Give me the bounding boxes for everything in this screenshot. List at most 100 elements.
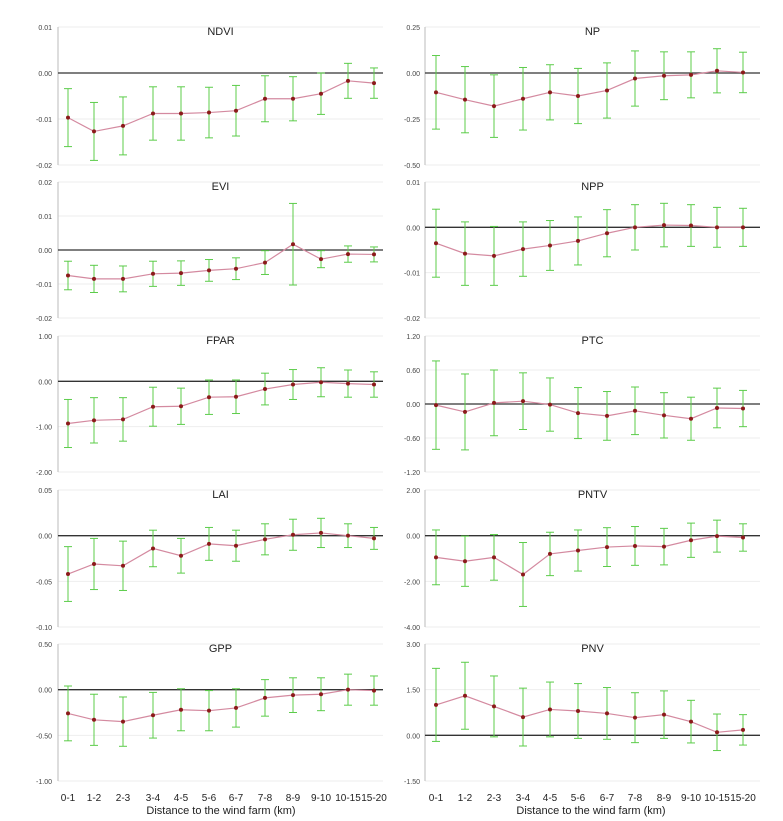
data-point: [492, 400, 496, 405]
data-point: [346, 78, 350, 83]
data-point: [121, 719, 125, 724]
data-point: [741, 70, 745, 75]
data-point: [372, 382, 376, 387]
data-point: [291, 382, 295, 387]
y-tick-label: 1.00: [38, 334, 52, 341]
data-point: [715, 534, 719, 539]
data-point: [463, 97, 467, 102]
data-point: [319, 257, 323, 262]
x-tick-label: 8-9: [657, 793, 672, 804]
y-tick-label: -1.00: [36, 779, 52, 786]
data-point: [92, 717, 96, 722]
data-point: [92, 129, 96, 134]
series-line: [67, 80, 375, 133]
panel-title: PNV: [581, 643, 604, 655]
panels-layer: 0.01 0.00 -0.01 -0.02 NDVI 0.25 0.00 -0.25 -0.50…: [36, 25, 760, 804]
x-tick-label: 9-10: [311, 793, 331, 804]
y-tick-label: 0.00: [38, 379, 52, 386]
data-point: [66, 421, 70, 426]
data-point: [463, 559, 467, 564]
x-tick-label: 7-8: [258, 793, 273, 804]
y-tick-label: 0.50: [38, 642, 52, 649]
y-tick-label: 0.02: [38, 180, 52, 187]
y-tick-label: 2.00: [406, 488, 420, 495]
data-point: [689, 72, 693, 77]
data-point: [434, 403, 438, 408]
data-point: [346, 381, 350, 386]
data-point: [319, 530, 323, 535]
y-tick-label: -4.00: [404, 625, 420, 632]
data-point: [548, 707, 552, 712]
data-point: [151, 111, 155, 116]
x-tick-label: 7-8: [628, 793, 643, 804]
data-point: [492, 555, 496, 560]
data-point: [207, 395, 211, 400]
y-tick-label: 0.01: [38, 214, 52, 221]
y-tick-label: -0.50: [404, 163, 420, 170]
data-point: [715, 68, 719, 73]
y-tick-label: 0.60: [406, 368, 420, 375]
panel-title: EVI: [212, 181, 230, 193]
data-point: [741, 225, 745, 230]
panel-np: 0.25 0.00 -0.25 -0.50 NP: [404, 25, 760, 170]
data-point: [463, 693, 467, 698]
y-tick-label: -0.25: [404, 117, 420, 124]
x-tick-label: 10-15: [704, 793, 730, 804]
data-point: [605, 413, 609, 418]
panel-fpar: 1.00 0.00 -1.00 -2.00 FPAR: [36, 334, 383, 477]
panel-title: NPP: [581, 181, 604, 193]
data-point: [662, 544, 666, 549]
data-point: [662, 223, 666, 228]
data-point: [715, 730, 719, 735]
data-point: [263, 695, 267, 700]
data-point: [372, 81, 376, 86]
data-point: [319, 91, 323, 96]
y-tick-label: 3.00: [406, 642, 420, 649]
x-tick-label: 15-20: [361, 793, 387, 804]
panel-title: LAI: [212, 489, 229, 501]
y-tick-label: 0.01: [406, 180, 420, 187]
x-tick-label: 0-1: [429, 793, 444, 804]
y-tick-label: 0.00: [406, 71, 420, 78]
panel-gpp: 0.50 0.00 -0.50 -1.00 GPP 0-1 1-2 2-3 3-4 4-5 5-6 6…: [36, 642, 387, 804]
y-tick-label: 0.25: [406, 25, 420, 32]
x-tick-label: 5-6: [571, 793, 586, 804]
series-line: [435, 70, 744, 107]
data-point: [741, 727, 745, 732]
data-point: [346, 533, 350, 538]
panel-title: NP: [585, 26, 600, 38]
data-point: [662, 712, 666, 717]
data-point: [92, 276, 96, 281]
data-point: [121, 417, 125, 422]
data-point: [291, 96, 295, 101]
data-point: [633, 76, 637, 81]
data-point: [151, 271, 155, 276]
y-tick-label: -1.00: [36, 425, 52, 432]
data-point: [179, 707, 183, 712]
x-axis-title-left: Distance to the wind farm (km): [146, 805, 295, 817]
data-point: [521, 715, 525, 720]
data-point: [633, 225, 637, 230]
y-tick-label: -0.01: [36, 117, 52, 124]
data-point: [633, 408, 637, 413]
data-point: [319, 380, 323, 385]
data-point: [463, 251, 467, 256]
series-line: [67, 243, 375, 280]
series-line: [435, 535, 744, 576]
data-point: [234, 394, 238, 399]
panel-pntv: 2.00 0.00 -2.00 -4.00 PNTV: [404, 488, 760, 632]
y-tick-label: -0.02: [36, 316, 52, 323]
series-line: [67, 532, 375, 575]
panel-lai: 0.05 0.00 -0.05 -0.10 LAI: [36, 488, 383, 632]
data-point: [463, 409, 467, 414]
x-tick-label: 0-1: [61, 793, 76, 804]
x-tick-label: 8-9: [286, 793, 301, 804]
data-point: [207, 268, 211, 273]
x-tick-label: 4-5: [174, 793, 189, 804]
data-point: [151, 546, 155, 551]
y-tick-label: -0.01: [36, 282, 52, 289]
data-point: [151, 713, 155, 718]
data-point: [291, 242, 295, 247]
x-tick-label: 4-5: [543, 793, 558, 804]
